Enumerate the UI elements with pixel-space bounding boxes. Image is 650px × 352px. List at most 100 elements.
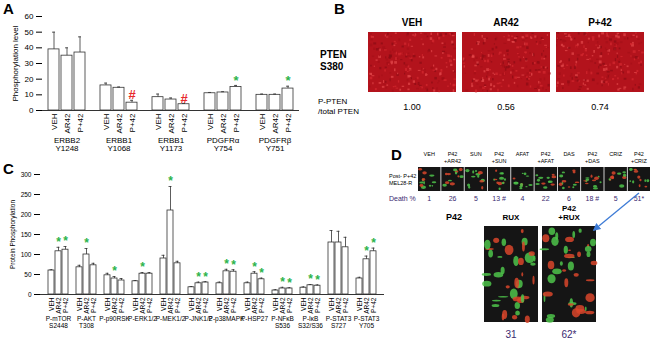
svg-text:DAS: DAS [563, 151, 575, 157]
svg-text:P-IκBS32/S36: P-IκBS32/S36 [298, 315, 323, 329]
svg-text:ERBB1Y1173: ERBB1Y1173 [158, 136, 185, 153]
svg-text:30: 30 [25, 59, 34, 68]
svg-text:Phosphorylation level: Phosphorylation level [11, 25, 20, 101]
svg-text:5: 5 [614, 195, 618, 202]
svg-text:VEH: VEH [244, 297, 251, 311]
svg-text:P+42: P+42 [128, 113, 137, 132]
svg-text:P-STAT3S727: P-STAT3S727 [326, 315, 352, 329]
svg-text:P42+DAS: P42+DAS [585, 151, 600, 164]
svg-text:62*: 62* [561, 329, 576, 340]
svg-text:P+42: P+42 [90, 297, 97, 313]
svg-text:VEH: VEH [50, 113, 59, 130]
svg-text:ERBB2Y1248: ERBB2Y1248 [54, 136, 81, 153]
svg-text:VEH: VEH [402, 17, 423, 28]
svg-text:Death %: Death % [389, 195, 416, 202]
svg-text:VEH: VEH [48, 297, 55, 311]
svg-text:P+42: P+42 [342, 297, 349, 313]
svg-text:P42+SUN: P42+SUN [492, 151, 507, 164]
svg-text:VEH: VEH [206, 113, 215, 130]
svg-text:P42+AFAT: P42+AFAT [537, 151, 554, 164]
svg-text:P-PTEN/total PTEN: P-PTEN/total PTEN [318, 97, 359, 116]
svg-text:AR42: AR42 [111, 297, 118, 314]
svg-text:1.00: 1.00 [403, 102, 421, 112]
svg-text:ERBB1Y1068: ERBB1Y1068 [106, 136, 133, 153]
svg-text:*: * [140, 260, 145, 274]
svg-text:*: * [56, 235, 61, 249]
svg-text:P-STAT3Y705: P-STAT3Y705 [354, 315, 380, 329]
svg-text:*: * [252, 260, 257, 274]
svg-text:*: * [112, 264, 117, 278]
svg-text:1: 1 [427, 195, 431, 202]
svg-text:100: 100 [21, 251, 32, 258]
svg-text:13 #: 13 # [492, 195, 506, 202]
svg-text:P+42: P+42 [284, 113, 293, 132]
svg-text:22: 22 [542, 195, 550, 202]
svg-text:*: * [196, 270, 201, 284]
svg-text:P+42: P+42 [230, 297, 237, 313]
svg-text:40: 40 [25, 43, 34, 52]
svg-text:VEH: VEH [216, 297, 223, 311]
svg-text:P+42: P+42 [202, 297, 209, 313]
svg-text:AR42: AR42 [139, 297, 146, 314]
svg-text:P42+AR42: P42+AR42 [444, 151, 461, 164]
svg-text:*: * [285, 73, 291, 88]
svg-text:P+42: P+42 [232, 113, 241, 132]
svg-text:AFAT: AFAT [516, 151, 530, 157]
svg-text:AR42: AR42 [55, 297, 62, 314]
svg-text:VEH: VEH [76, 297, 83, 311]
svg-text:31: 31 [505, 329, 517, 340]
svg-text:0: 0 [29, 106, 34, 115]
svg-text:P-HSP27: P-HSP27 [241, 315, 268, 322]
svg-text:PDGFRβY751: PDGFRβY751 [259, 136, 292, 153]
svg-text:50: 50 [25, 28, 34, 37]
svg-text:PDGFRαY754: PDGFRαY754 [207, 136, 240, 153]
svg-text:VEH: VEH [272, 297, 279, 311]
svg-text:*: * [371, 236, 376, 250]
svg-text:P+42: P+42 [174, 297, 181, 313]
svg-text:*: * [63, 234, 68, 248]
svg-text:20: 20 [25, 75, 34, 84]
svg-text:P-p38MAPK: P-p38MAPK [209, 315, 245, 323]
svg-text:P+42: P+42 [146, 297, 153, 313]
svg-text:AR42: AR42 [219, 113, 228, 134]
svg-text:SUN: SUN [470, 151, 482, 157]
svg-text:AR42: AR42 [363, 297, 370, 314]
svg-text:P+42: P+42 [180, 113, 189, 132]
svg-text:5: 5 [474, 195, 478, 202]
svg-text:50: 50 [24, 271, 32, 278]
svg-text:AR42: AR42 [195, 297, 202, 314]
svg-text:26: 26 [449, 195, 457, 202]
svg-text:0: 0 [28, 291, 32, 298]
svg-text:*: * [84, 236, 89, 250]
svg-text:*: * [259, 266, 264, 280]
svg-text:AR42: AR42 [83, 297, 90, 314]
svg-text:P42: P42 [446, 212, 462, 222]
svg-text:VEH: VEH [356, 297, 363, 311]
svg-text:*: * [231, 258, 236, 272]
svg-text:*: * [224, 257, 229, 271]
svg-text:P-p90RSK: P-p90RSK [99, 315, 130, 323]
svg-text:300: 300 [21, 171, 32, 178]
svg-text:*: * [315, 273, 320, 287]
svg-text:VEH: VEH [258, 113, 267, 130]
svg-text:RUX: RUX [503, 213, 521, 222]
svg-text:P-NFκBS536: P-NFκBS536 [271, 315, 294, 329]
svg-text:#: # [128, 87, 136, 102]
svg-text:P+42: P+42 [258, 297, 265, 313]
svg-text:P+42: P+42 [286, 297, 293, 313]
svg-text:P42+CRIZ: P42+CRIZ [631, 151, 648, 164]
svg-text:P+42: P+42 [588, 17, 612, 28]
svg-text:*: * [203, 270, 208, 284]
svg-text:P-mTORS2448: P-mTORS2448 [46, 315, 72, 329]
svg-text:*: * [364, 244, 369, 258]
svg-text:AR42: AR42 [335, 297, 342, 314]
svg-text:CRIZ: CRIZ [609, 151, 622, 157]
svg-text:P+42: P+42 [118, 297, 125, 313]
svg-text:VEH: VEH [328, 297, 335, 311]
svg-text:250: 250 [21, 191, 32, 198]
svg-text:0.56: 0.56 [497, 102, 515, 112]
svg-text:VEH: VEH [160, 297, 167, 311]
svg-text:P+42: P+42 [76, 113, 85, 132]
svg-text:VEH: VEH [188, 297, 195, 311]
svg-text:Post- P+42MEL28-R: Post- P+42MEL28-R [389, 173, 416, 186]
